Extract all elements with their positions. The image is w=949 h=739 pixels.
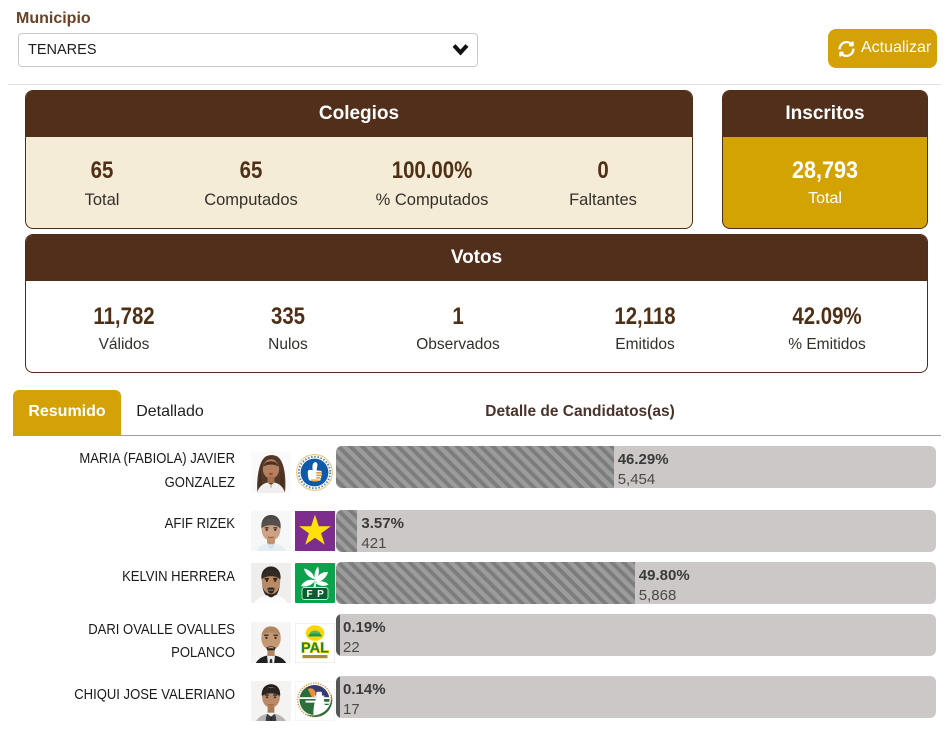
svg-text:FP: FP [307, 589, 329, 600]
svg-text:PAL: PAL [301, 641, 329, 657]
